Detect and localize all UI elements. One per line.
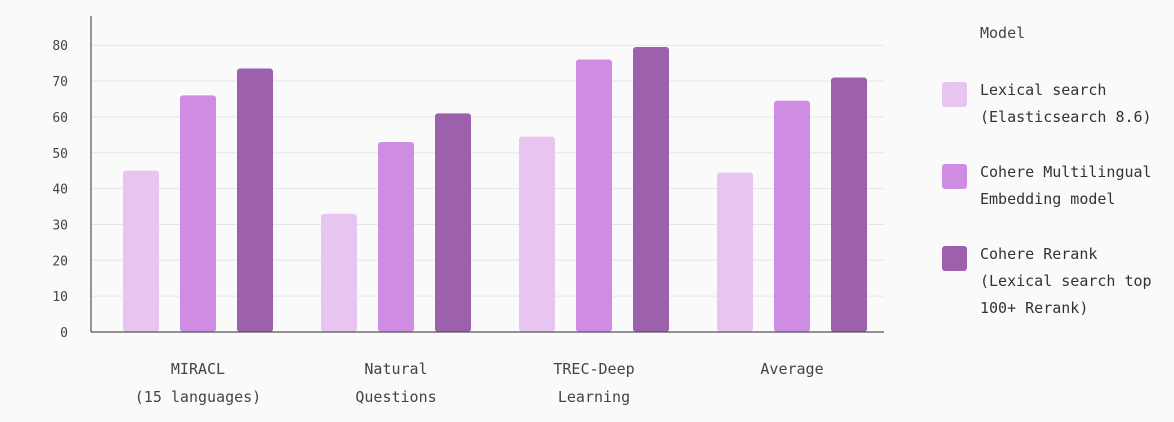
category-labels: MIRACL (15 languages) Natural Questions TREC…: [135, 360, 824, 406]
bar: [717, 172, 753, 332]
legend-label: Lexical search: [980, 81, 1106, 99]
legend-label: Cohere Multilingual: [980, 163, 1152, 181]
category-label: (15 languages): [135, 388, 261, 406]
y-tick-label: 60: [52, 111, 68, 126]
legend-swatch: [942, 164, 967, 189]
legend-title: Model: [980, 24, 1025, 42]
category-label: Natural: [364, 360, 427, 378]
axes: [90, 16, 884, 333]
bar: [435, 113, 471, 332]
y-tick-label: 20: [52, 254, 68, 269]
category-label: Average: [760, 360, 823, 378]
bar: [774, 100, 810, 332]
bar: [633, 46, 669, 333]
bar: [378, 141, 414, 332]
legend-label: Cohere Rerank: [980, 245, 1097, 263]
bar: [123, 170, 159, 332]
bar: [321, 213, 357, 332]
bar: [831, 77, 867, 332]
y-tick-labels: 0 10 20 30 40 50 60 70 80: [52, 39, 68, 341]
category-label: TREC-Deep: [553, 360, 634, 378]
bar: [576, 59, 612, 332]
category-label: Learning: [558, 388, 630, 406]
legend-swatch: [942, 82, 967, 107]
legend-label: 100+ Rerank): [980, 299, 1088, 317]
bars: [123, 46, 867, 333]
y-tick-label: 30: [52, 218, 68, 233]
category-label: Questions: [355, 388, 436, 406]
legend-label: Embedding model: [980, 190, 1115, 208]
legend-swatch: [942, 246, 967, 271]
bar: [237, 68, 273, 332]
legend-label: (Elasticsearch 8.6): [980, 108, 1152, 126]
category-label: MIRACL: [171, 360, 225, 378]
y-tick-label: 10: [52, 290, 68, 305]
bar: [180, 95, 216, 332]
legend-label: (Lexical search top: [980, 272, 1152, 290]
y-tick-label: 0: [60, 326, 68, 341]
y-tick-label: 80: [52, 39, 68, 54]
y-tick-label: 40: [52, 183, 68, 198]
y-tick-label: 70: [52, 75, 68, 90]
gridlines: [91, 44, 884, 297]
legend: Model Lexical search (Elasticsearch 8.6) Co…: [942, 24, 1152, 317]
y-tick-label: 50: [52, 147, 68, 162]
bar: [519, 136, 555, 332]
